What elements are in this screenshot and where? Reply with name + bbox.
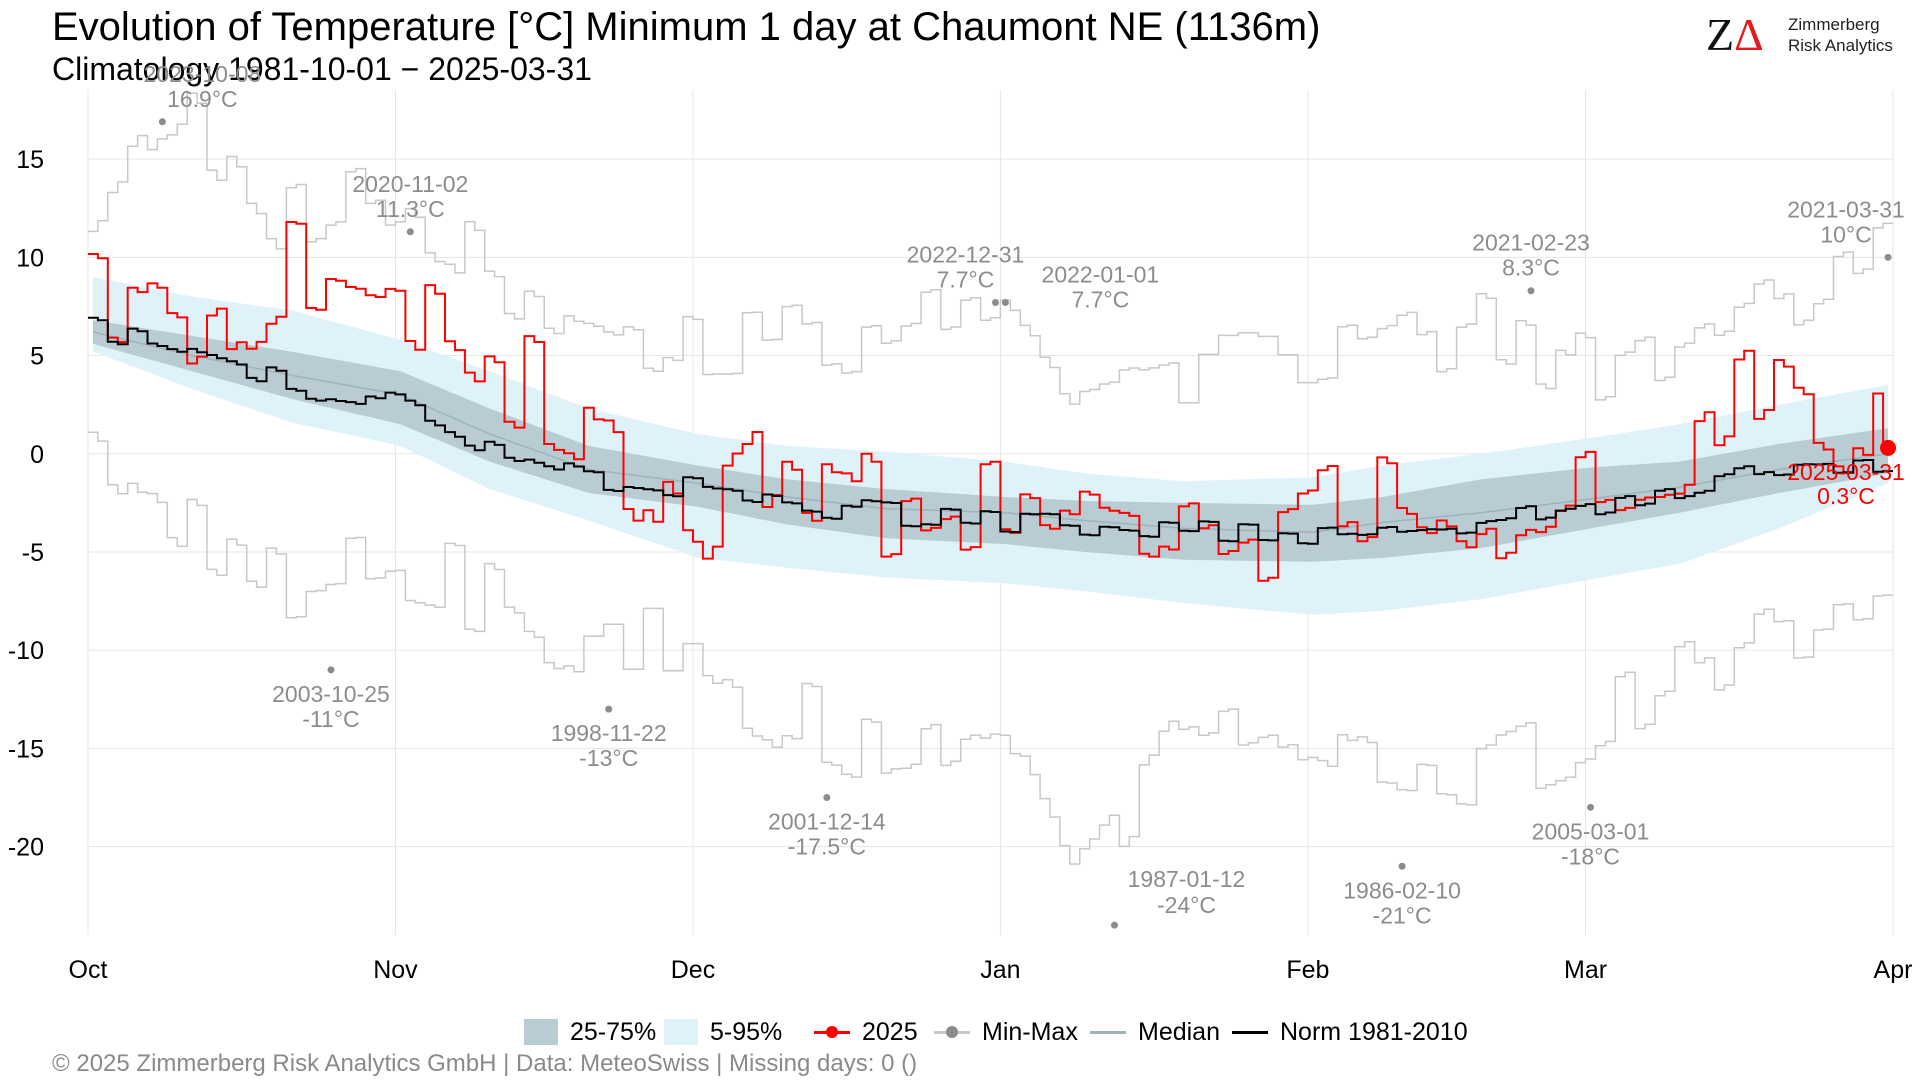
norm-line (88, 316, 1893, 545)
legend-label-median: Median (1138, 1017, 1220, 1046)
percentile-bands (93, 277, 1888, 615)
record-point (1398, 862, 1406, 870)
company-logo: ZΔ Zimmerberg Risk Analytics (1706, 10, 1896, 60)
annotation-date: 2022-12-31 (907, 242, 1025, 268)
annotation-value: -17.5°C (788, 834, 866, 860)
min-line (88, 431, 1893, 865)
max-line (88, 92, 1893, 405)
y-tick-label: -20 (8, 834, 44, 862)
annotation-value: 7.7°C (937, 267, 995, 293)
annotation-value: 7.7°C (1071, 287, 1129, 313)
legend-label-iqr: 25-75% (570, 1017, 657, 1046)
chart-subtitle: Climatology 1981-10-01 − 2025-03-31 (52, 51, 592, 87)
legend-swatch-current (814, 1019, 850, 1045)
x-tick-label: Oct (69, 956, 108, 984)
x-tick-label: Nov (373, 956, 418, 984)
annotation-value: 11.3°C (376, 196, 445, 222)
x-tick-label: Apr (1874, 956, 1913, 984)
record-point (158, 118, 166, 126)
legend-swatch-minmax (934, 1019, 970, 1045)
y-tick-label: 10 (16, 244, 44, 272)
annotation-value: 8.3°C (1502, 255, 1560, 281)
annotation-date: 2001-12-14 (768, 809, 886, 835)
y-tick-label: -5 (22, 539, 44, 567)
x-tick-label: Feb (1286, 956, 1329, 984)
annotation-date: 2022-01-01 (1042, 262, 1160, 288)
chart-title: Evolution of Temperature [°C] Minimum 1 … (52, 5, 1321, 49)
legend-item-current: 2025 (814, 1012, 918, 1052)
band-25-75 (93, 320, 1888, 562)
y-tick-label: -15 (8, 735, 44, 763)
annotation-value: -24°C (1157, 892, 1216, 918)
y-tick-label: 5 (30, 343, 44, 371)
legend-item-median: Median (1090, 1012, 1220, 1052)
y-tick-label: 15 (16, 146, 44, 174)
legend-label-minmax: Min-Max (982, 1017, 1078, 1046)
x-tick-label: Mar (1564, 956, 1607, 984)
annotation-date: 2025-03-31 (1787, 459, 1905, 485)
record-point (991, 299, 999, 306)
annotation-value: -13°C (579, 745, 638, 771)
y-tick-label: -10 (8, 637, 44, 665)
annotation-value: 16.9°C (167, 86, 238, 112)
legend-swatch-90 (664, 1019, 698, 1045)
x-tick-label: Jan (980, 956, 1020, 984)
current-point (1880, 439, 1897, 456)
annotation-date: 1986-02-10 (1343, 877, 1461, 903)
legend: 25-75% 5-95% 2025 Min-Max Median Norm 19… (0, 1012, 1920, 1052)
record-point (1587, 803, 1595, 811)
annotation-value: -11°C (302, 706, 359, 732)
annotation-date: 2020-11-02 (352, 171, 468, 197)
axis-labels: 15 10 5 0 -5 -10 -15 -20 Oct Nov Dec Jan Feb Mar Apr (8, 146, 1913, 984)
legend-item-norm: Norm 1981-2010 (1232, 1012, 1468, 1052)
record-point (327, 666, 335, 674)
current-year-line (88, 221, 1893, 582)
annotation-date: 1987-01-12 (1128, 866, 1246, 892)
footer-credits: © 2025 Zimmerberg Risk Analytics GmbH | … (52, 1050, 918, 1077)
norm-line-group (88, 316, 1893, 545)
x-tick-label: Dec (671, 956, 715, 984)
annotation-value: -21°C (1373, 902, 1432, 928)
legend-item-iqr: 25-75% (524, 1012, 656, 1052)
logo-text: Zimmerberg Risk Analytics (1788, 15, 1893, 55)
annotation-date: 2003-10-25 (272, 681, 390, 707)
annotation-value: -18°C (1561, 843, 1620, 869)
record-point (1110, 921, 1118, 929)
y-tick-label: 0 (30, 441, 44, 469)
legend-item-minmax: Min-Max (934, 1012, 1078, 1052)
logo-mark: ZΔ (1706, 9, 1764, 60)
record-point (605, 705, 613, 713)
legend-swatch-median (1090, 1019, 1126, 1045)
record-point (823, 794, 831, 801)
annotation-date: 2023-10-08 (144, 61, 262, 87)
legend-item-90: 5-95% (664, 1012, 782, 1052)
min-max-lines (88, 92, 1893, 865)
legend-swatch-iqr (524, 1019, 558, 1045)
legend-label-90: 5-95% (710, 1017, 783, 1046)
current-year-line-group (88, 221, 1893, 582)
band-5-95 (93, 277, 1888, 615)
legend-label-current: 2025 (862, 1017, 918, 1046)
annotation-date: 1998-11-22 (551, 720, 667, 746)
record-point (1884, 253, 1892, 261)
annotation-value: 0.3°C (1817, 483, 1875, 509)
annotation-date: 2005-03-01 (1532, 818, 1650, 844)
record-point (1001, 299, 1009, 306)
annotation-value: 10°C (1820, 221, 1871, 247)
record-point (406, 228, 414, 236)
legend-swatch-norm (1232, 1019, 1268, 1045)
annotation-date: 2021-02-23 (1472, 230, 1590, 256)
record-point (1527, 287, 1535, 295)
legend-label-norm: Norm 1981-2010 (1280, 1017, 1468, 1046)
annotation-date: 2021-03-31 (1787, 196, 1905, 222)
